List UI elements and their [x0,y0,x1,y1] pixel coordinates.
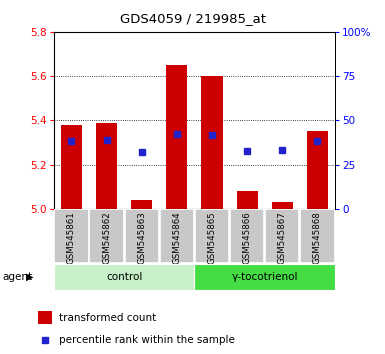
Bar [265,210,300,263]
Text: transformed count: transformed count [59,313,156,323]
Text: GSM545866: GSM545866 [243,212,252,264]
Bar [236,191,258,209]
Bar [54,210,89,263]
Bar [61,125,82,209]
Bar [131,200,152,209]
Text: GSM545861: GSM545861 [67,212,76,264]
Bar [201,76,223,209]
Text: ▶: ▶ [26,272,33,282]
Text: GSM545867: GSM545867 [278,212,287,264]
Bar [194,264,335,290]
Text: GSM545863: GSM545863 [137,212,146,264]
Bar [54,264,194,290]
Bar [195,210,229,263]
Bar [300,210,335,263]
Text: GDS4059 / 219985_at: GDS4059 / 219985_at [119,12,266,25]
Text: percentile rank within the sample: percentile rank within the sample [59,335,234,345]
Text: γ-tocotrienol: γ-tocotrienol [231,272,298,282]
Text: agent: agent [2,272,32,282]
Bar [96,122,117,209]
Text: GSM545862: GSM545862 [102,212,111,264]
Bar [230,210,264,263]
Bar [38,312,52,324]
Bar [272,202,293,209]
Bar [166,65,187,209]
Text: GSM545868: GSM545868 [313,212,322,264]
Text: GSM545864: GSM545864 [172,212,181,264]
Bar [124,210,159,263]
Bar [160,210,194,263]
Text: GSM545865: GSM545865 [208,212,216,264]
Bar [307,131,328,209]
Text: control: control [106,272,142,282]
Bar [89,210,124,263]
